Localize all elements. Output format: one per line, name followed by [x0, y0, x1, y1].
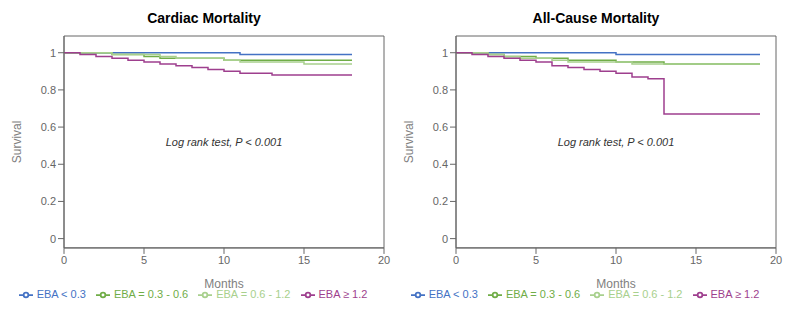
svg-text:Months: Months: [204, 277, 243, 291]
html-text:EBA = 0.6 - 1.2: EBA = 0.6 - 1.2: [216, 287, 291, 300]
html-text:Cardiac Mortality: Cardiac Mortality: [147, 10, 261, 26]
svg-text:0: 0: [50, 233, 56, 245]
svg-text:0.4: 0.4: [41, 158, 56, 170]
svg-text:Log rank test, P < 0.001: Log rank test, P < 0.001: [166, 136, 283, 148]
svg-text:0.2: 0.2: [41, 195, 56, 207]
html-text:EBA = 0.3 - 0.6: EBA = 0.3 - 0.6: [505, 287, 581, 300]
html-text:EBA ≥ 1.2: EBA ≥ 1.2: [710, 287, 760, 300]
svg-text:0.8: 0.8: [433, 84, 448, 96]
html-text:All-Cause Mortality: All-Cause Mortality: [532, 10, 660, 26]
svg-text:0.8: 0.8: [41, 84, 56, 96]
svg-text:5: 5: [141, 254, 147, 266]
svg-text:Survival: Survival: [402, 121, 416, 164]
svg-text:1: 1: [50, 47, 56, 59]
svg-text:15: 15: [690, 254, 702, 266]
svg-text:0.6: 0.6: [433, 121, 448, 133]
svg-text:20: 20: [378, 254, 390, 266]
svg-text:0.4: 0.4: [433, 158, 448, 170]
svg-text:0: 0: [61, 254, 67, 266]
svg-text:0: 0: [453, 254, 459, 266]
html-text:EBA ≥ 1.2: EBA ≥ 1.2: [318, 287, 368, 300]
svg-text:15: 15: [298, 254, 310, 266]
svg-text:1: 1: [442, 47, 448, 59]
svg-text:10: 10: [218, 254, 230, 266]
svg-text:Survival: Survival: [10, 121, 24, 164]
html-text:EBA = 0.3 - 0.6: EBA = 0.3 - 0.6: [113, 287, 189, 300]
svg-text:Months: Months: [596, 277, 635, 291]
html-text:EBA < 0.3: EBA < 0.3: [428, 287, 478, 300]
svg-text:0.2: 0.2: [433, 195, 448, 207]
svg-text:10: 10: [610, 254, 622, 266]
svg-text:0.6: 0.6: [41, 121, 56, 133]
html-text:EBA = 0.6 - 1.2: EBA = 0.6 - 1.2: [608, 287, 683, 300]
html-text:EBA < 0.3: EBA < 0.3: [36, 287, 86, 300]
svg-text:20: 20: [770, 254, 782, 266]
svg-text:Log rank test, P < 0.001: Log rank test, P < 0.001: [558, 136, 675, 148]
svg-text:5: 5: [533, 254, 539, 266]
svg-text:0: 0: [442, 233, 448, 245]
